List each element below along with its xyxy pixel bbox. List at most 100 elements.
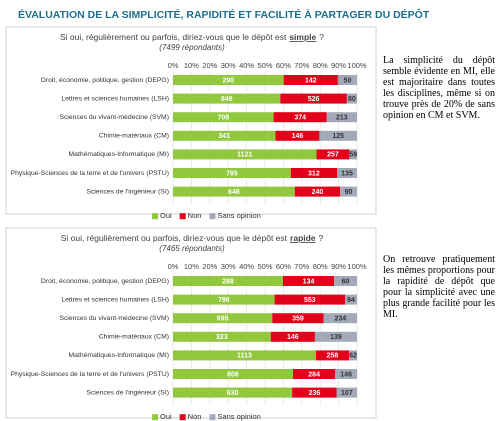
value-label: 806 — [227, 371, 239, 378]
bar-segment — [336, 387, 357, 398]
bar-segment — [292, 369, 336, 379]
value-label: 146 — [292, 133, 304, 140]
bar-segment — [173, 313, 273, 324]
bar-segment — [173, 112, 274, 123]
subtitle-keyword: rapide — [290, 233, 316, 243]
x-tick-label: 10% — [184, 262, 199, 271]
value-label: 80 — [348, 96, 356, 103]
x-tick-label: 0% — [168, 262, 179, 271]
value-label: 257 — [327, 152, 339, 159]
bar-segment — [294, 186, 341, 197]
x-tick-label: 10% — [184, 61, 199, 70]
category-label: Physique-Sciences de la terre et de l'un… — [11, 371, 169, 378]
subtitle-text: Si oui, régulièrement ou parfois, diriez… — [61, 233, 288, 243]
category-label: Mathématiques-Informatique (MI) — [69, 151, 169, 158]
bar-segment — [173, 149, 317, 160]
value-label: 142 — [305, 77, 317, 84]
x-tick-label: 80% — [313, 262, 328, 271]
bar-segment — [346, 93, 357, 104]
x-tick-label: 80% — [313, 61, 328, 70]
bar-segment — [314, 331, 357, 342]
value-label: 312 — [308, 170, 320, 177]
respondents-note: (7465 répondants) — [159, 244, 225, 253]
x-tick-label: 50% — [257, 61, 272, 70]
legend-label: Oui — [160, 412, 172, 421]
category-label: Mathématiques-Informatique (MI) — [69, 352, 169, 359]
legend-label: Sans opinion — [217, 412, 260, 421]
bar-segment — [173, 75, 284, 85]
value-label: 146 — [287, 334, 299, 341]
category-label: Sciences du vivant-médecine (SVM) — [59, 114, 169, 121]
bar-segment — [349, 350, 357, 361]
bar-segment — [292, 387, 337, 398]
bar-segment — [334, 276, 357, 286]
bar-segment — [326, 112, 357, 123]
x-tick-label: 40% — [239, 61, 254, 70]
value-label: 526 — [308, 96, 320, 103]
bar-segment — [337, 168, 357, 178]
value-label: 94 — [347, 297, 355, 304]
legend-label: Sans opinion — [217, 211, 260, 220]
value-label: 359 — [292, 316, 304, 323]
value-label: 213 — [336, 115, 348, 122]
category-label: Chimie-matériaux (CM) — [99, 133, 169, 140]
value-label: 62 — [349, 353, 357, 360]
x-tick-label: 90% — [331, 61, 346, 70]
x-tick-label: 70% — [294, 262, 309, 271]
bar-segment — [283, 75, 338, 85]
bar-segment — [280, 93, 347, 104]
chart-subtitle: Si oui, régulièrement ou parfois, diriez… — [61, 233, 324, 243]
page-title: ÉVALUATION DE LA SIMPLICITÉ, RAPIDITÉ ET… — [18, 8, 430, 21]
x-tick-label: 30% — [221, 61, 236, 70]
value-label: 50 — [344, 77, 352, 84]
value-label: 90 — [345, 189, 353, 196]
x-tick-label: 0% — [168, 61, 179, 70]
value-label: 374 — [294, 115, 306, 122]
legend-swatch — [179, 213, 186, 220]
value-label: 146 — [340, 371, 352, 378]
legend-label: Non — [188, 211, 202, 220]
bar-segment — [173, 93, 281, 104]
bar-segment — [290, 168, 337, 178]
value-label: 284 — [308, 371, 320, 378]
legend-swatch — [152, 414, 158, 421]
category-label: Sciences de l'ingénieur (SI) — [86, 188, 169, 195]
x-tick-label: 40% — [239, 262, 254, 271]
bar-segment — [319, 130, 357, 141]
bar-segment — [316, 149, 350, 160]
bar-segment — [173, 387, 293, 398]
subtitle-end: ? — [319, 233, 324, 243]
bar-segment — [349, 149, 357, 160]
value-label: 135 — [341, 170, 353, 177]
value-label: 695 — [217, 316, 229, 323]
value-label: 139 — [330, 334, 342, 341]
x-tick-label: 100% — [347, 61, 367, 70]
category-label: Droit, économie, politique, gestion (DEP… — [41, 278, 169, 285]
value-label: 323 — [216, 334, 228, 341]
value-label: 1113 — [237, 353, 252, 360]
legend-label: Non — [188, 412, 202, 421]
value-label: 234 — [334, 316, 346, 323]
legend-swatch — [152, 213, 158, 220]
respondents-note: (7499 répondants) — [159, 43, 225, 52]
bar-segment — [173, 186, 295, 197]
bar-segment — [173, 130, 276, 141]
bar-segment — [272, 313, 324, 324]
x-tick-label: 70% — [294, 61, 309, 70]
x-tick-label: 60% — [276, 262, 291, 271]
bar-segment — [173, 294, 275, 305]
bar-segment — [337, 75, 357, 85]
bar-segment — [335, 369, 357, 379]
note: La simplicité du dépôt semble évidente e… — [383, 55, 495, 121]
subtitle-end: ? — [319, 32, 324, 42]
category-label: Physique-Sciences de la terre et de l'un… — [11, 170, 169, 177]
subtitle-text: Si oui, régulièrement ou parfois, diriez… — [60, 32, 287, 42]
value-label: 1121 — [237, 152, 252, 159]
x-tick-label: 30% — [221, 262, 236, 271]
bar-segment — [273, 112, 327, 123]
bar-segment — [173, 331, 271, 342]
legend-swatch — [209, 213, 216, 220]
value-label: 134 — [303, 278, 315, 285]
